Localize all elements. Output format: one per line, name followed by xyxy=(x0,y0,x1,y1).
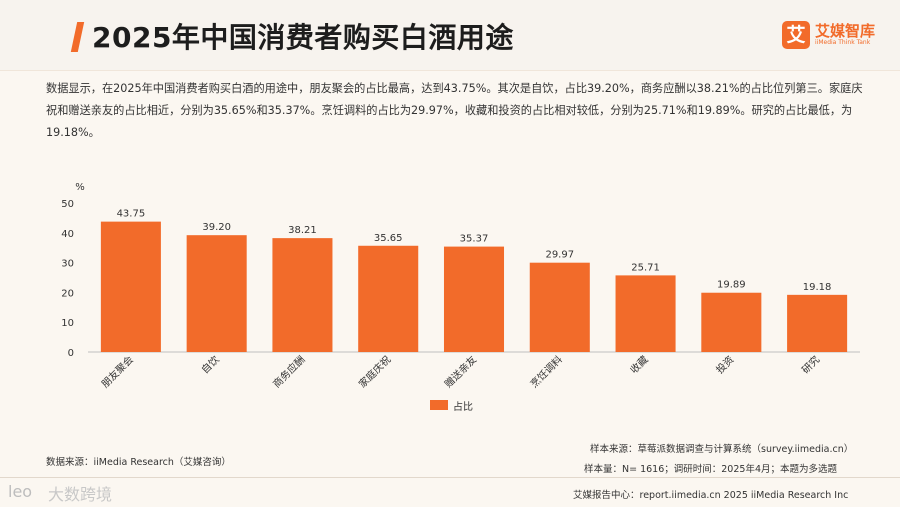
x-tick-label: 研究 xyxy=(799,353,822,376)
bar-value-label: 35.37 xyxy=(460,234,489,245)
bar xyxy=(787,294,848,352)
watermark-text: 大数跨境 xyxy=(48,485,113,504)
y-tick-label: 10 xyxy=(61,318,74,329)
bar-value-label: 29.97 xyxy=(545,250,574,261)
x-tick-label: 自饮 xyxy=(198,353,221,376)
y-tick-label: 40 xyxy=(61,229,74,240)
header-bar: 2025年中国消费者购买白酒用途 艾 艾媒智库 iiMedia Think Ta… xyxy=(0,0,900,71)
logo-mark-icon: 艾 xyxy=(782,21,810,49)
bar-value-label: 19.89 xyxy=(717,280,746,291)
data-source: 数据来源：iiMedia Research（艾媒咨询） xyxy=(46,457,231,468)
y-tick-label: 50 xyxy=(61,199,74,210)
y-tick-label: 30 xyxy=(61,259,74,270)
bar xyxy=(443,246,505,352)
x-tick-label: 家庭庆祝 xyxy=(356,353,393,390)
x-tick-label: 收藏 xyxy=(627,353,650,376)
x-tick-label: 朋友聚会 xyxy=(99,353,136,390)
bar xyxy=(100,221,161,352)
sample-source: 样本来源：草莓派数据调查与计算系统（survey.iimedia.cn） xyxy=(590,444,854,455)
bar-value-label: 19.18 xyxy=(803,282,832,293)
bar-value-label: 38.21 xyxy=(288,225,317,236)
bar xyxy=(529,262,590,352)
bar xyxy=(701,292,762,352)
bar-chart: % 0 10 20 30 40 50 43.75 朋友聚会 39.20 自饮 38.21 商务应酬 35.… xyxy=(0,175,900,430)
bar-value-label: 35.65 xyxy=(374,233,403,244)
y-tick-label: 20 xyxy=(61,288,74,299)
legend-label: 占比 xyxy=(453,402,473,413)
bar xyxy=(615,275,676,352)
x-tick-label: 烹饪调料 xyxy=(527,353,564,390)
sample-size: 样本量：N= 1616；调研时间：2025年4月；本题为多选题 xyxy=(584,464,837,475)
leo-logo-icon: leo xyxy=(8,482,33,501)
brand-logo: 艾 艾媒智库 iiMedia Think Tank xyxy=(782,21,892,57)
footer-divider xyxy=(0,477,900,478)
bar xyxy=(358,245,419,352)
bar-value-label: 39.20 xyxy=(202,222,231,233)
bar xyxy=(272,238,333,352)
x-tick-label: 赠送亲友 xyxy=(442,353,479,390)
legend-swatch xyxy=(430,400,448,410)
bar-value-label: 25.71 xyxy=(631,262,660,273)
x-tick-label: 投资 xyxy=(713,353,736,376)
summary-text: 数据显示，在2025年中国消费者购买白酒的用途中，朋友聚会的占比最高，达到43.… xyxy=(46,82,863,139)
bar-value-label: 43.75 xyxy=(117,209,146,220)
y-tick-label: 0 xyxy=(68,348,74,359)
bar-chart-svg: % 0 10 20 30 40 50 43.75 朋友聚会 39.20 自饮 38.21 商务应酬 35.… xyxy=(61,182,860,390)
y-axis-unit-label: % xyxy=(75,182,85,193)
x-tick-label: 商务应酬 xyxy=(270,353,307,390)
bar xyxy=(186,235,247,352)
title-accent-bar xyxy=(70,22,85,52)
footer-report-center: 艾媒报告中心：report.iimedia.cn 2025 iiMedia Re… xyxy=(573,490,849,501)
logo-name: 艾媒智库 xyxy=(815,22,876,40)
logo-subtitle: iiMedia Think Tank xyxy=(815,39,871,46)
page-title: 2025年中国消费者购买白酒用途 xyxy=(92,21,514,54)
